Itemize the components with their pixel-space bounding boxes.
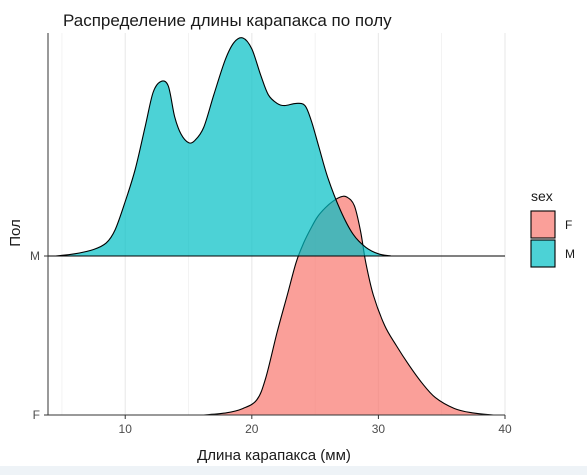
window-bottom-strip bbox=[0, 466, 587, 475]
legend-key-F bbox=[530, 210, 556, 239]
y-tick-label: F bbox=[33, 408, 40, 422]
axes: 10 20 30 40 F M bbox=[30, 33, 512, 436]
density-outline-M bbox=[55, 37, 392, 257]
density-areas bbox=[48, 37, 505, 416]
legend-label-F: F bbox=[565, 218, 572, 232]
legend-label-M: M bbox=[565, 247, 575, 261]
plot-panel: 10 20 30 40 F M bbox=[30, 33, 512, 436]
legend-title: sex bbox=[531, 188, 553, 204]
density-area-F bbox=[203, 196, 494, 415]
x-axis-title: Длина карапакса (мм) bbox=[197, 447, 351, 464]
x-tick-label: 30 bbox=[372, 422, 386, 436]
x-tick-label: 10 bbox=[119, 422, 133, 436]
legend-key-M bbox=[530, 239, 556, 268]
y-tick-label: M bbox=[30, 249, 40, 263]
x-tick-label: 20 bbox=[245, 422, 259, 436]
density-area-M bbox=[55, 37, 392, 256]
chart-title: Распределение длины карапакса по полу bbox=[63, 11, 392, 30]
density-outline-F bbox=[203, 195, 494, 416]
y-axis-title: Пол bbox=[7, 219, 24, 247]
x-tick-label: 40 bbox=[498, 422, 512, 436]
legend: sex F M bbox=[530, 188, 575, 268]
